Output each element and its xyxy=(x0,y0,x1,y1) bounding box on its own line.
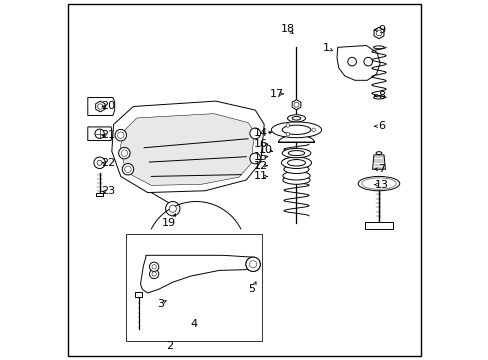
Ellipse shape xyxy=(284,165,308,174)
FancyBboxPatch shape xyxy=(96,193,103,196)
Circle shape xyxy=(149,262,159,271)
Ellipse shape xyxy=(287,159,305,166)
Text: 19: 19 xyxy=(162,218,176,228)
Text: 9: 9 xyxy=(377,25,384,35)
Circle shape xyxy=(165,202,180,216)
Text: 18: 18 xyxy=(280,24,294,35)
Text: 20: 20 xyxy=(101,102,115,112)
Text: 17: 17 xyxy=(269,89,283,99)
Polygon shape xyxy=(88,98,115,116)
Circle shape xyxy=(169,205,176,212)
Polygon shape xyxy=(372,155,385,169)
Ellipse shape xyxy=(373,96,384,99)
Text: 5: 5 xyxy=(248,284,255,294)
Text: 2: 2 xyxy=(165,341,172,351)
Circle shape xyxy=(375,30,381,36)
Polygon shape xyxy=(88,127,112,140)
Ellipse shape xyxy=(287,150,304,156)
Polygon shape xyxy=(96,101,105,112)
Circle shape xyxy=(121,150,127,156)
Circle shape xyxy=(249,261,256,268)
Circle shape xyxy=(152,265,156,269)
Circle shape xyxy=(94,157,105,168)
Text: 10: 10 xyxy=(259,144,272,154)
Circle shape xyxy=(293,102,298,107)
Ellipse shape xyxy=(281,157,311,168)
Text: 13: 13 xyxy=(374,180,387,190)
Ellipse shape xyxy=(361,178,395,189)
Polygon shape xyxy=(291,100,300,110)
Polygon shape xyxy=(278,135,314,142)
Circle shape xyxy=(149,269,159,279)
Ellipse shape xyxy=(373,46,384,49)
Text: 21: 21 xyxy=(101,130,115,140)
Ellipse shape xyxy=(292,117,300,120)
Ellipse shape xyxy=(282,148,310,158)
Polygon shape xyxy=(336,45,379,80)
Ellipse shape xyxy=(287,115,305,122)
Circle shape xyxy=(363,57,372,66)
Text: 16: 16 xyxy=(253,139,267,149)
Ellipse shape xyxy=(357,176,399,191)
Circle shape xyxy=(347,57,356,66)
Text: 15: 15 xyxy=(253,152,267,162)
Circle shape xyxy=(122,163,133,175)
Circle shape xyxy=(245,257,260,271)
Circle shape xyxy=(115,130,126,141)
Circle shape xyxy=(285,123,289,127)
Circle shape xyxy=(117,132,124,138)
Polygon shape xyxy=(112,101,264,193)
Ellipse shape xyxy=(282,176,309,184)
Circle shape xyxy=(124,166,131,172)
FancyBboxPatch shape xyxy=(68,4,420,356)
Circle shape xyxy=(152,272,156,276)
Text: 1: 1 xyxy=(322,43,329,53)
FancyBboxPatch shape xyxy=(135,292,142,297)
Polygon shape xyxy=(140,255,255,293)
Text: 8: 8 xyxy=(377,91,384,101)
Ellipse shape xyxy=(271,122,321,138)
Circle shape xyxy=(285,132,289,136)
Text: 14: 14 xyxy=(253,129,267,138)
Text: 11: 11 xyxy=(253,171,267,181)
Ellipse shape xyxy=(366,179,391,188)
Ellipse shape xyxy=(375,152,381,154)
Ellipse shape xyxy=(282,125,310,134)
Circle shape xyxy=(95,129,104,138)
Ellipse shape xyxy=(282,171,309,180)
Circle shape xyxy=(311,128,315,132)
FancyBboxPatch shape xyxy=(364,222,392,229)
Circle shape xyxy=(245,257,260,271)
Text: 6: 6 xyxy=(377,121,384,131)
Circle shape xyxy=(249,128,260,139)
Polygon shape xyxy=(120,114,254,185)
FancyBboxPatch shape xyxy=(126,234,262,341)
Polygon shape xyxy=(373,27,383,39)
Circle shape xyxy=(249,153,260,164)
Text: 23: 23 xyxy=(101,186,115,197)
Text: 12: 12 xyxy=(253,161,267,171)
Circle shape xyxy=(119,147,130,159)
Text: 7: 7 xyxy=(377,164,384,174)
Text: 3: 3 xyxy=(157,299,163,309)
Text: 22: 22 xyxy=(101,158,115,168)
Circle shape xyxy=(97,160,102,165)
Circle shape xyxy=(98,104,103,109)
Text: 4: 4 xyxy=(190,319,198,329)
